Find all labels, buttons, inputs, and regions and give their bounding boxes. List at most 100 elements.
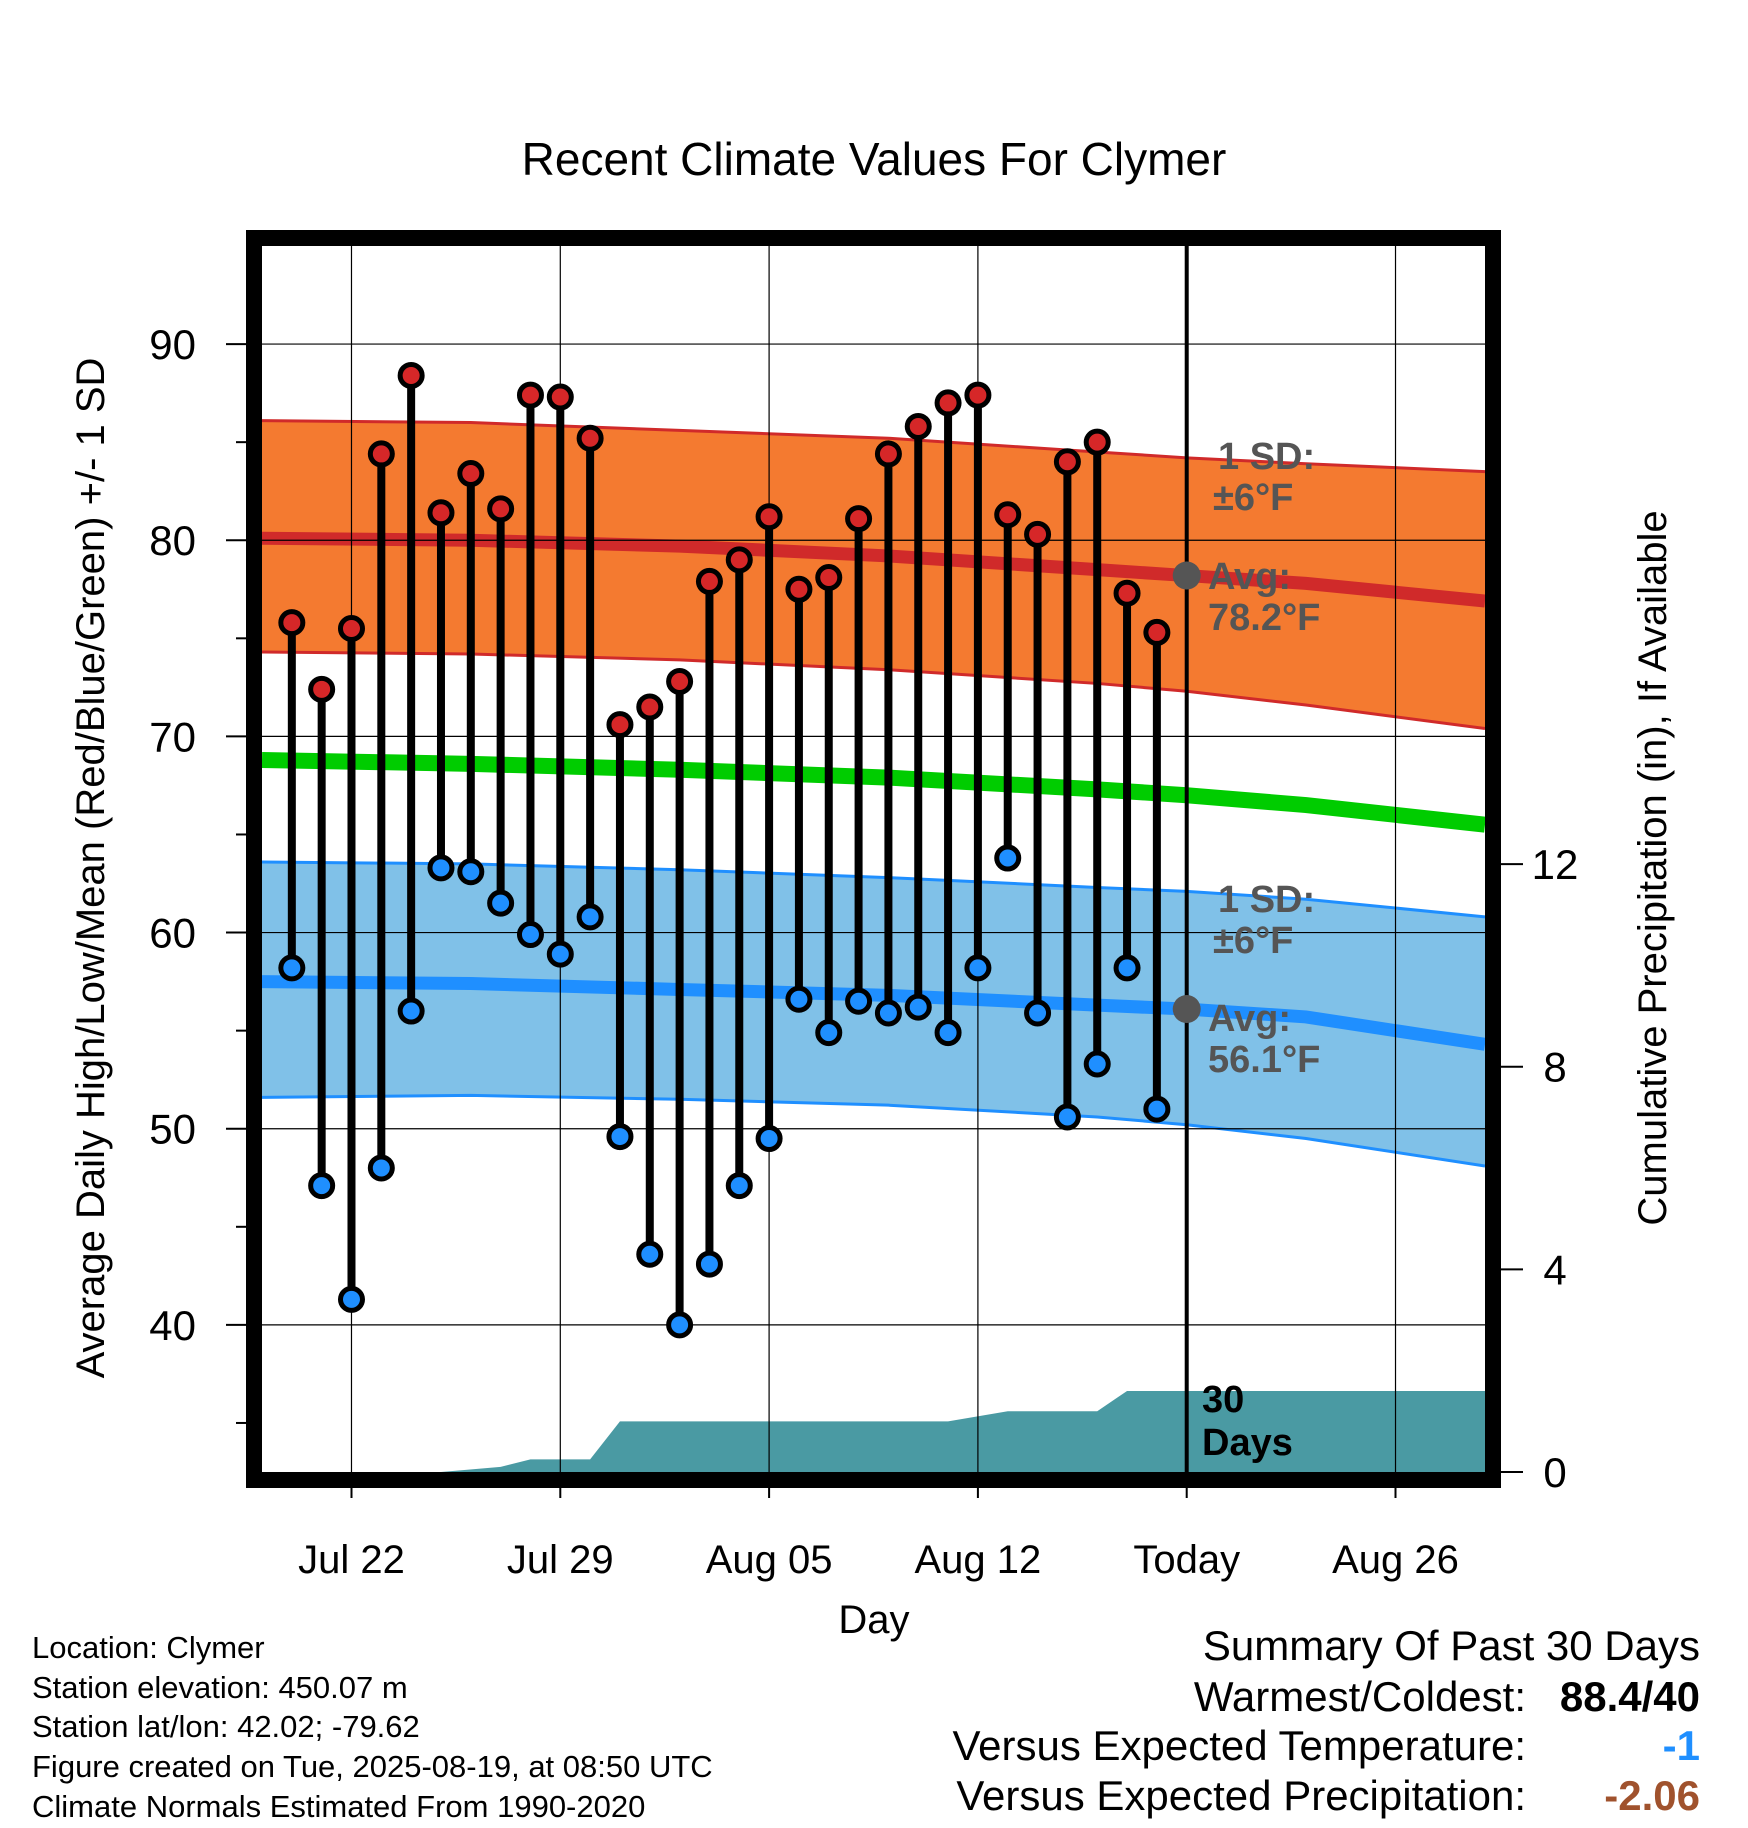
days-label-text: Days	[1202, 1422, 1293, 1464]
y-tick-label: 70	[149, 713, 196, 760]
summary-row-temp: Versus Expected Temperature: -1	[952, 1722, 1700, 1770]
high-sd-upper-line	[262, 419, 1485, 474]
high-point	[487, 495, 515, 523]
low-point	[487, 889, 515, 917]
y2-axis-label: Cumulative Precipitation (in), If Availa…	[1631, 510, 1675, 1225]
y2-tick-label: 0	[1543, 1449, 1566, 1496]
x-tick-label: Aug 12	[915, 1538, 1042, 1582]
high-point	[785, 575, 813, 603]
low-point	[695, 1250, 723, 1278]
low-point	[1083, 1050, 1111, 1078]
low-point	[576, 903, 604, 931]
low-sd-label: 1 SD:	[1218, 879, 1315, 921]
low-point	[308, 1172, 336, 1200]
low-point	[785, 985, 813, 1013]
high-point	[576, 424, 604, 452]
low-sd-upper-line	[262, 860, 1485, 919]
low-point	[666, 1311, 694, 1339]
high-point	[606, 711, 634, 739]
low-point	[755, 1125, 783, 1153]
high-point	[845, 505, 873, 533]
x-axis-label: Day	[838, 1598, 909, 1642]
high-point	[904, 412, 932, 440]
high-point	[934, 389, 962, 417]
x-tick-label: Today	[1133, 1538, 1240, 1582]
low-point	[815, 1019, 843, 1047]
low-point	[367, 1154, 395, 1182]
y2-tick-label: 12	[1532, 841, 1579, 888]
low-point	[1113, 954, 1141, 982]
plot-frame	[246, 230, 1501, 1488]
summary-row-precip: Versus Expected Precipitation: -2.06	[956, 1772, 1700, 1820]
low-point	[546, 940, 574, 968]
x-tick-label: Aug 26	[1332, 1538, 1459, 1582]
today-low-avg-dot	[1172, 995, 1201, 1024]
high-avg-line	[262, 531, 1485, 608]
x-tick-label: Jul 22	[298, 1538, 405, 1582]
high-sd-band	[262, 420, 1485, 729]
low-point	[636, 1240, 664, 1268]
info-created: Figure created on Tue, 2025-08-19, at 08…	[32, 1749, 713, 1784]
high-point	[546, 383, 574, 411]
high-point	[367, 440, 395, 468]
info-elevation: Station elevation: 450.07 m	[32, 1670, 408, 1705]
summary-row-warmest: Warmest/Coldest: 88.4/40	[1194, 1673, 1700, 1721]
y-tick-label: 80	[149, 517, 196, 564]
high-point	[725, 546, 753, 574]
low-point	[516, 921, 544, 949]
summary-label: Versus Expected Precipitation:	[956, 1772, 1526, 1819]
low-avg-label: Avg:	[1208, 998, 1291, 1040]
low-sd-value: ±6°F	[1213, 920, 1293, 962]
low-point	[1143, 1095, 1171, 1123]
low-point	[427, 854, 455, 882]
y-tick-label: 40	[149, 1302, 196, 1349]
summary-value-warmest: 88.4/40	[1559, 1673, 1700, 1720]
low-point	[397, 997, 425, 1025]
info-normals: Climate Normals Estimated From 1990-2020	[32, 1789, 646, 1824]
high-point	[337, 615, 365, 643]
high-point	[874, 440, 902, 468]
high-avg-label: Avg:	[1208, 556, 1291, 598]
high-point	[308, 675, 336, 703]
high-avg-value: 78.2°F	[1208, 597, 1320, 639]
high-point	[1053, 448, 1081, 476]
summary-label: Warmest/Coldest:	[1193, 1673, 1526, 1720]
high-point	[994, 501, 1022, 529]
low-point	[1024, 999, 1052, 1027]
high-point	[636, 693, 664, 721]
chart-title: Recent Climate Values For Clymer	[522, 133, 1227, 185]
high-sd-label: 1 SD:	[1218, 436, 1315, 478]
high-point	[755, 503, 783, 531]
y2-tick-label: 8	[1543, 1044, 1566, 1091]
high-point	[695, 567, 723, 595]
high-point	[427, 499, 455, 527]
high-point	[815, 564, 843, 592]
y-tick-label: 90	[149, 321, 196, 368]
high-point	[278, 609, 306, 637]
low-point	[874, 999, 902, 1027]
low-avg-line	[262, 975, 1485, 1051]
high-point	[1083, 428, 1111, 456]
x-tick-label: Aug 05	[706, 1538, 833, 1582]
low-sd-lower-line	[262, 1093, 1485, 1168]
low-point	[278, 954, 306, 982]
high-point	[457, 460, 485, 488]
high-point	[1024, 520, 1052, 548]
y-tick-label: 60	[149, 910, 196, 957]
low-sd-band	[262, 861, 1485, 1166]
low-avg-value: 56.1°F	[1208, 1039, 1320, 1081]
low-point	[725, 1172, 753, 1200]
low-point	[934, 1019, 962, 1047]
summary-label: Versus Expected Temperature:	[952, 1722, 1526, 1769]
summary-title: Summary Of Past 30 Days	[1202, 1622, 1700, 1669]
low-point	[994, 844, 1022, 872]
summary-value-temp: -1	[1662, 1722, 1700, 1769]
low-point	[964, 954, 992, 982]
high-point	[1143, 618, 1171, 646]
high-point	[397, 361, 425, 389]
precip-area	[262, 1390, 1485, 1472]
days-label-number: 30	[1202, 1379, 1244, 1421]
low-point	[904, 993, 932, 1021]
y2-tick-label: 4	[1543, 1246, 1566, 1293]
